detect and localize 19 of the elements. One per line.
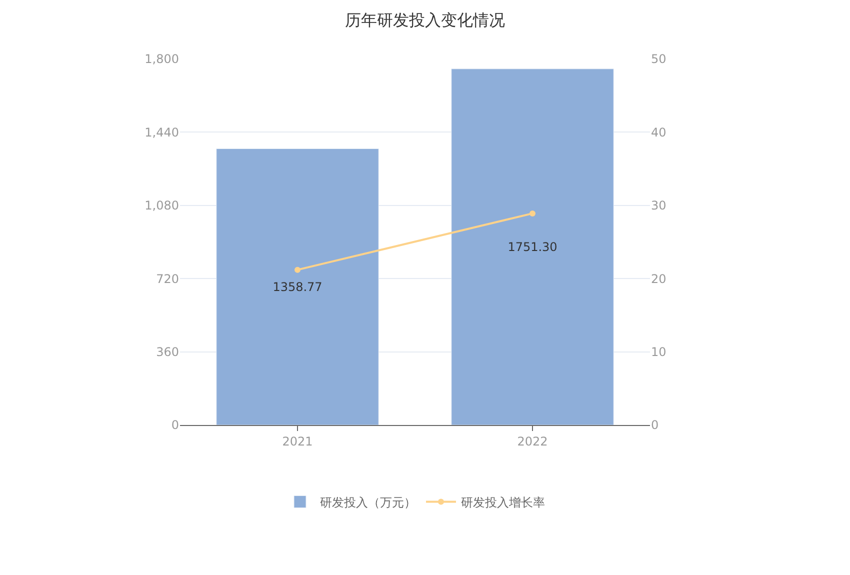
x-tick-label: 2021	[282, 434, 313, 448]
y-tick-label: 720	[156, 272, 179, 286]
data-label: 1751.30	[508, 240, 558, 254]
y-tick-label: 1,800	[144, 52, 179, 66]
y2-tick-label: 0	[651, 418, 659, 432]
y-tick-label: 1,080	[144, 198, 179, 213]
legend-label: 研发投入（万元）	[320, 495, 416, 510]
y2-tick-label: 20	[651, 272, 666, 286]
y-tick-label: 0	[171, 418, 179, 432]
y-tick-label: 1,440	[144, 125, 179, 140]
data-label: 1358.77	[272, 280, 322, 294]
chart-title: 历年研发投入变化情况	[345, 10, 505, 30]
y-tick-label: 360	[156, 345, 179, 359]
y2-tick-label: 10	[651, 345, 666, 359]
legend-label: 研发投入增长率	[461, 495, 545, 510]
y2-tick-label: 50	[651, 52, 666, 66]
y2-tick-label: 30	[651, 198, 666, 213]
y2-tick-label: 40	[651, 125, 666, 140]
x-tick-label: 2022	[517, 434, 548, 448]
